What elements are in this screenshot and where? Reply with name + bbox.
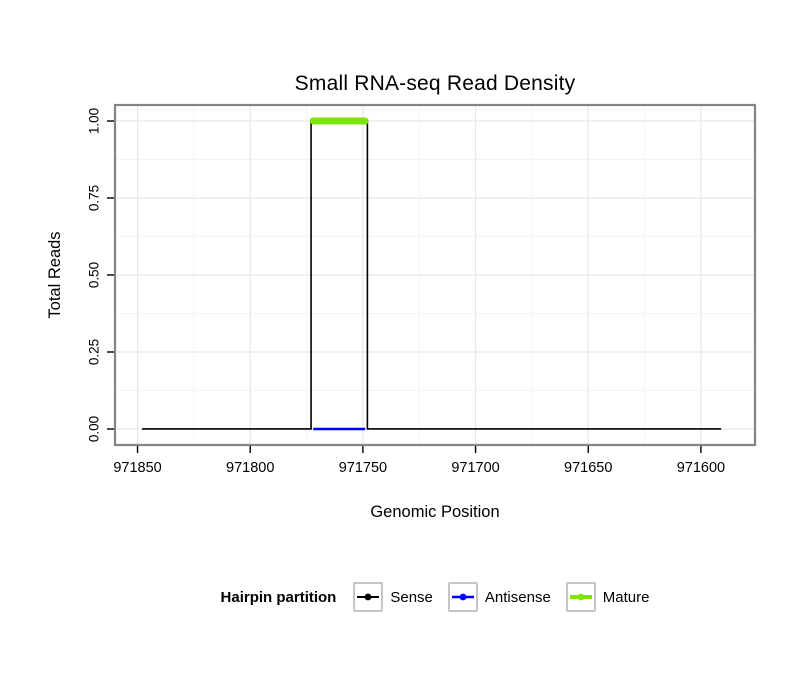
legend-key-mature	[565, 582, 596, 612]
legend-glyph-sense	[357, 593, 380, 601]
plot-area: 971850 971800 971750 971700 971650 971600 0.00…	[46, 103, 757, 521]
legend-point-mature	[577, 593, 585, 601]
major-gridlines	[115, 105, 755, 445]
legend-label-antisense: Antisense	[484, 588, 551, 606]
legend-item-mature: Mature	[565, 582, 650, 612]
panel-border	[113, 103, 757, 447]
legend-point-sense	[364, 593, 372, 601]
x-tick-label: 971800	[226, 460, 274, 476]
legend-key-antisense	[447, 582, 478, 612]
legend-title: Hairpin partition	[220, 588, 337, 606]
y-tick-label: 1.00	[87, 108, 102, 134]
data-series	[142, 117, 722, 431]
axis-ticks	[107, 120, 702, 453]
y-tick-label: 0.25	[87, 339, 102, 365]
legend-item-antisense: Antisense	[447, 582, 551, 612]
legend-label-sense: Sense	[390, 588, 433, 606]
legend-label-mature: Mature	[602, 588, 650, 606]
legend-point-antisense	[459, 593, 467, 601]
legend-key-sense	[353, 582, 384, 612]
x-tick-label: 971750	[339, 460, 387, 476]
x-tick-label: 971850	[113, 460, 161, 476]
y-tick-label: 0.50	[87, 262, 102, 288]
y-axis-title: Total Reads	[46, 231, 64, 318]
x-axis-title: Genomic Position	[370, 503, 499, 521]
axis-tick-labels: 971850 971800 971750 971700 971650 971600 0.00…	[87, 108, 725, 476]
y-tick-label: 0.00	[87, 416, 102, 442]
x-tick-label: 971700	[451, 460, 499, 476]
y-tick-label: 0.75	[87, 185, 102, 211]
x-tick-label: 971600	[677, 460, 725, 476]
x-tick-label: 971650	[564, 460, 612, 476]
legend-item-sense: Sense	[353, 582, 433, 612]
legend: Hairpin partition Sense Antisense Mature	[60, 578, 810, 616]
panel-frame	[113, 103, 757, 447]
legend-glyph-mature	[569, 593, 592, 601]
chart-title: Small RNA-seq Read Density	[294, 72, 576, 95]
legend-glyph-antisense	[451, 593, 474, 601]
